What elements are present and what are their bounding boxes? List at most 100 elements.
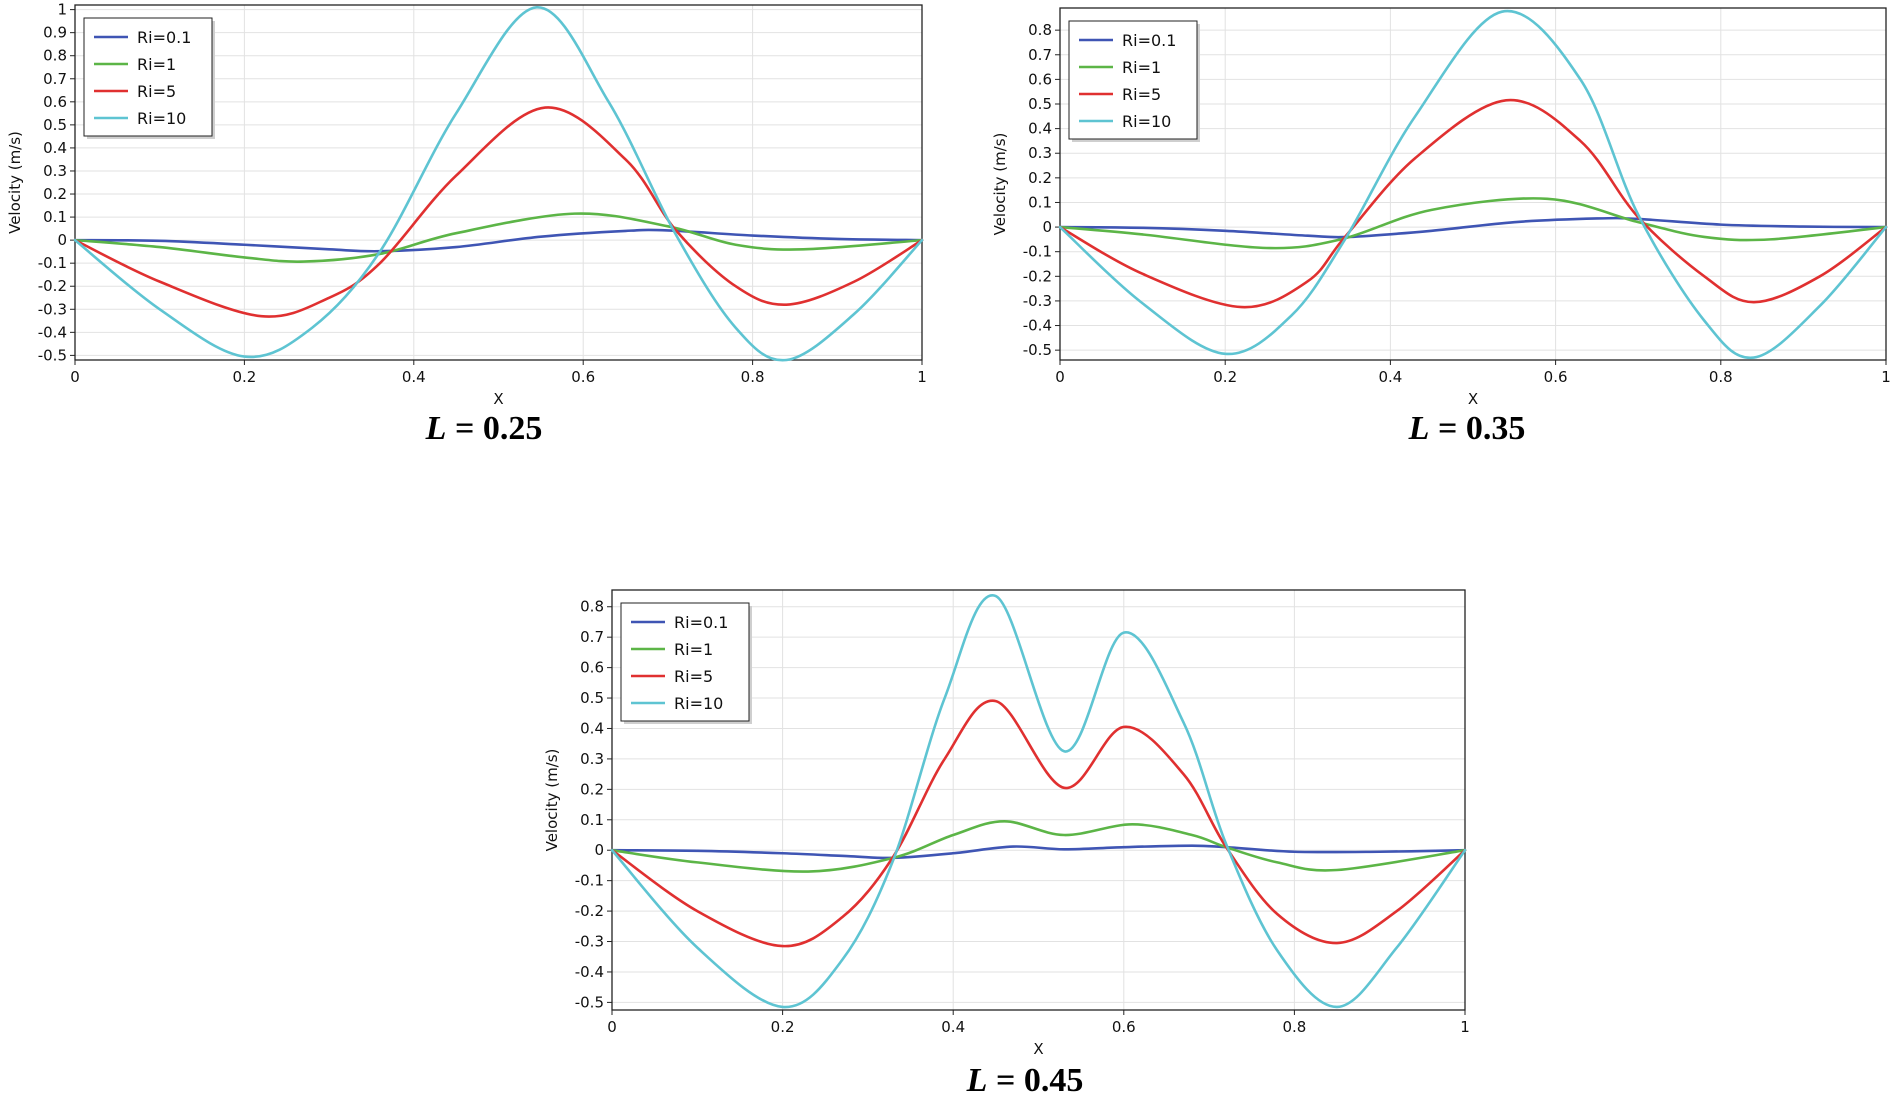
y-tick-label: -0.4 [1023,317,1052,335]
y-tick-label: 0.6 [580,659,604,677]
y-tick-label: -0.4 [575,963,604,981]
y-tick-label: 0.1 [43,208,67,226]
plot-frame [74,4,923,361]
y-tick-label: -0.1 [1023,243,1052,261]
y-tick-label: 0.2 [580,780,604,798]
x-tick-label: 0.4 [1378,368,1402,386]
panel-caption-l-045: L = 0.45 [967,1062,1084,1100]
panel-caption-l-035: L = 0.35 [1409,410,1526,448]
series-line-ri-0-1 [1058,216,1888,239]
y-tick-label: -0.5 [575,993,604,1011]
x-tick-label: 0.2 [771,1018,795,1036]
y-tick-label: -0.1 [38,254,67,272]
legend-label: Ri=5 [674,667,713,686]
y-tick-label: 0.1 [580,811,604,829]
y-tick-label: 0.8 [1028,21,1052,39]
caption-variable: L [966,1062,988,1099]
y-tick-label: 0.4 [580,719,604,737]
y-tick-label: -0.2 [575,902,604,920]
legend-label: Ri=10 [137,109,186,128]
x-tick-label: 0.6 [1544,368,1568,386]
series-line-ri-5 [73,106,924,318]
legend-label: Ri=0.1 [137,28,191,47]
legend-label: Ri=0.1 [674,613,728,632]
y-tick-label: 0.2 [1028,169,1052,187]
y-tick-label: -0.2 [1023,267,1052,285]
series-line-ri-5 [610,699,1467,948]
y-tick-label: 0.7 [43,70,67,88]
y-tick-label: 0 [594,841,604,859]
panel-caption-l-025: L = 0.25 [426,410,543,448]
legend-label: Ri=1 [137,55,176,74]
legend-label: Ri=1 [674,640,713,659]
legend: Ri=0.1 Ri=1 Ri=5 Ri=10 [83,17,215,139]
x-tick-label: 0.2 [232,368,256,386]
y-tick-label: 0.6 [43,93,67,111]
series-line-ri-1 [73,212,924,263]
y-tick-label: 0.2 [43,185,67,203]
x-tick-label: 0 [607,1018,617,1036]
y-tick-label: -0.5 [1023,341,1052,359]
plot-frame [1059,7,1887,361]
chart-l-045: 0 0.2 0.4 0.6 0.8 1 -0.5 -0.4 -0.3 -0.2 -0.1 0 0.1 0.… [543,589,1470,1058]
x-axis-label: X [1468,390,1478,408]
y-tick-label: 0 [57,231,67,249]
caption-value: = 0.35 [1429,410,1526,447]
gridlines [74,5,923,360]
y-tick-label: 0.8 [580,598,604,616]
series-line-ri-10 [73,6,924,362]
y-tick-label: -0.4 [38,323,67,341]
x-tick-label: 0.4 [402,368,426,386]
series-line-ri-10 [610,594,1467,1009]
x-tick-label: 0.6 [571,368,595,386]
y-tick-label: -0.3 [575,933,604,951]
x-tick-label: 1 [1460,1018,1470,1036]
y-tick-label: -0.2 [38,277,67,295]
chart-l-025: 0 0.2 0.4 0.6 0.8 1 -0.5 -0.4 -0.3 -0.2 -0.1 0 0.1 0.… [6,1,927,408]
y-tick-label: 0.6 [1028,70,1052,88]
y-tick-label: 0.5 [43,116,67,134]
y-tick-label: 0.1 [1028,193,1052,211]
legend-label: Ri=10 [1122,112,1171,131]
x-tick-label: 0.2 [1213,368,1237,386]
legend: Ri=0.1 Ri=1 Ri=5 Ri=10 [1068,20,1200,142]
plot-area [75,5,922,360]
y-tick-label: 0.4 [1028,120,1052,138]
y-axis-label: Velocity (m/s) [543,749,561,852]
plot-frame [611,589,1466,1011]
x-tick-label: 0.6 [1112,1018,1136,1036]
y-tick-label: 0 [1042,218,1052,236]
legend-label: Ri=5 [137,82,176,101]
y-tick-label: 0.7 [1028,46,1052,64]
y-tick-label: 0.5 [580,689,604,707]
series-line-ri-0-1 [73,228,924,253]
y-tick-label: -0.1 [575,872,604,890]
x-axis-label: X [493,390,503,408]
chart-l-035: 0 0.2 0.4 0.6 0.8 1 -0.5 -0.4 -0.3 -0.2 -0.1 0 0.1 0.… [991,7,1891,408]
y-axis-label: Velocity (m/s) [991,133,1009,236]
series-line-ri-0-1 [610,844,1467,860]
x-axis-label: X [1033,1040,1043,1058]
series-line-ri-10 [1058,9,1888,360]
y-tick-label: 0.3 [580,750,604,768]
x-tick-label: 0.4 [941,1018,965,1036]
series-line-ri-1 [1058,197,1888,250]
y-tick-label: 1 [57,1,67,19]
y-tick-label: 0.5 [1028,95,1052,113]
caption-variable: L [1408,410,1430,447]
y-tick-label: 0.9 [43,24,67,42]
caption-variable: L [425,410,447,447]
caption-value: = 0.45 [987,1062,1084,1099]
y-tick-label: -0.3 [38,300,67,318]
y-tick-label: 0.3 [43,162,67,180]
x-tick-label: 0.8 [1282,1018,1306,1036]
x-tick-label: 0.8 [741,368,765,386]
legend-label: Ri=1 [1122,58,1161,77]
y-tick-label: 0.3 [1028,144,1052,162]
y-tick-label: 0.8 [43,47,67,65]
legend-label: Ri=5 [1122,85,1161,104]
y-tick-label: -0.5 [38,346,67,364]
caption-value: = 0.25 [446,410,543,447]
x-tick-label: 1 [1881,368,1891,386]
legend-label: Ri=10 [674,694,723,713]
